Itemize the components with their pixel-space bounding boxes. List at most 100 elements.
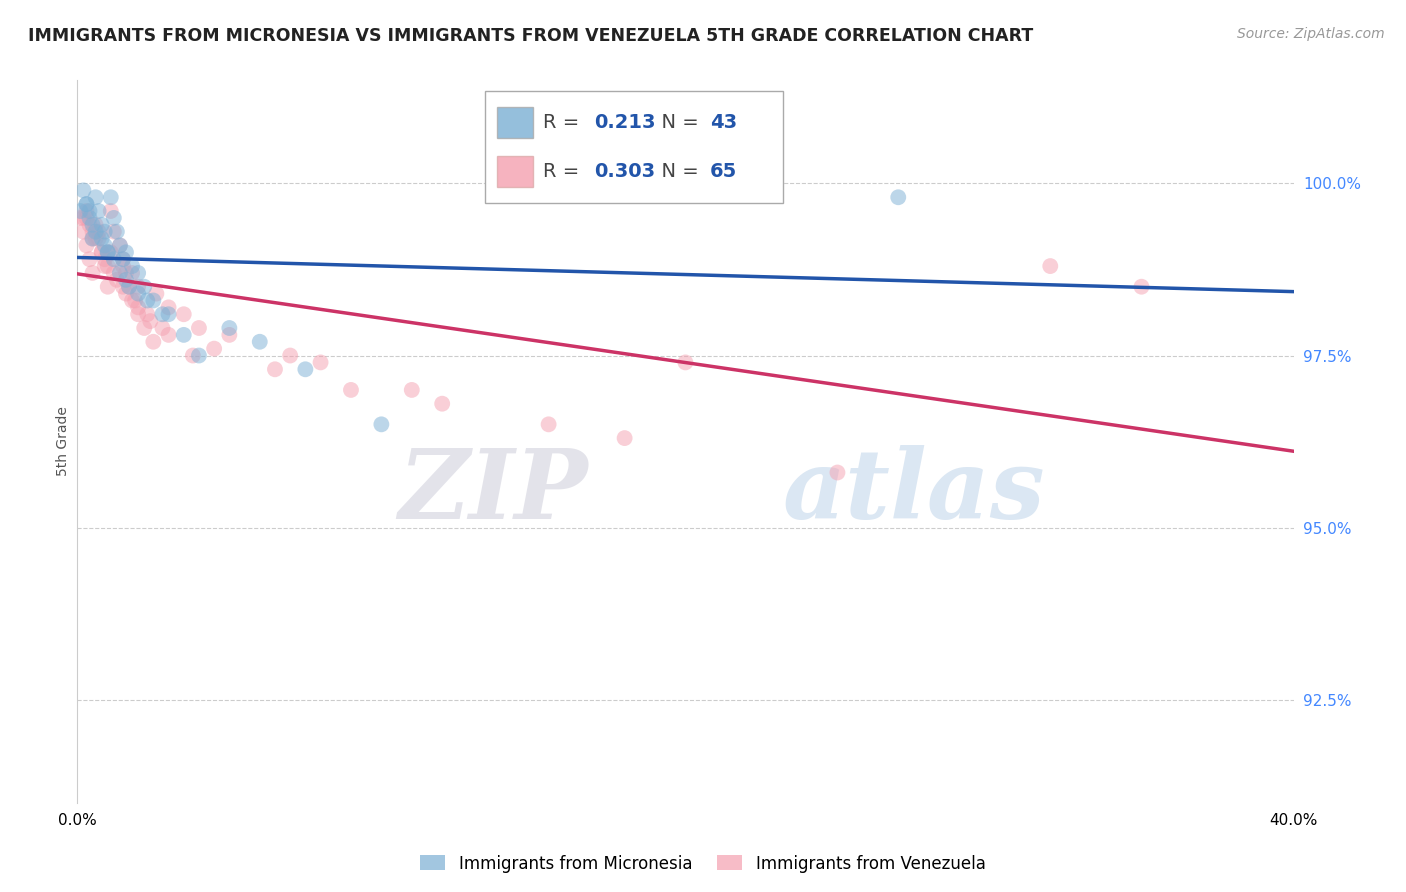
Point — [115, 273, 138, 287]
Point — [613, 431, 636, 445]
Point — [340, 383, 363, 397]
Point — [139, 314, 162, 328]
Point — [75, 211, 97, 225]
Point — [181, 349, 204, 363]
Point — [173, 307, 195, 321]
Point — [115, 286, 138, 301]
Point — [152, 321, 174, 335]
Point — [142, 334, 165, 349]
Point — [87, 225, 110, 239]
Point — [111, 259, 134, 273]
Text: R =: R = — [543, 162, 586, 181]
Point — [97, 245, 120, 260]
Text: 43: 43 — [710, 113, 737, 132]
Point — [103, 266, 125, 280]
Point — [79, 252, 101, 267]
Point — [124, 293, 146, 308]
Point — [75, 197, 97, 211]
Point — [111, 279, 134, 293]
Point — [93, 252, 115, 267]
Point — [87, 204, 110, 219]
Point — [100, 245, 122, 260]
Text: R =: R = — [543, 113, 586, 132]
Point — [69, 211, 91, 225]
Point — [103, 211, 125, 225]
Point — [84, 225, 107, 239]
Point — [75, 197, 97, 211]
Point — [105, 225, 128, 239]
Point — [118, 279, 141, 293]
Point — [90, 231, 112, 245]
Point — [72, 225, 94, 239]
Point — [1039, 259, 1062, 273]
Point — [134, 321, 156, 335]
Point — [264, 362, 287, 376]
Point — [79, 204, 101, 219]
Bar — [496, 107, 533, 138]
Point — [82, 231, 104, 245]
Text: Source: ZipAtlas.com: Source: ZipAtlas.com — [1237, 27, 1385, 41]
Point — [827, 466, 849, 480]
Point — [127, 279, 149, 293]
Point — [82, 218, 104, 232]
Text: N =: N = — [650, 113, 704, 132]
Point — [537, 417, 560, 432]
Point — [79, 211, 101, 225]
Point — [121, 293, 143, 308]
Point — [100, 204, 122, 219]
Bar — [485, 91, 783, 203]
Point — [157, 301, 180, 315]
Text: IMMIGRANTS FROM MICRONESIA VS IMMIGRANTS FROM VENEZUELA 5TH GRADE CORRELATION CH: IMMIGRANTS FROM MICRONESIA VS IMMIGRANTS… — [28, 27, 1033, 45]
Point — [103, 252, 125, 267]
Point — [202, 342, 225, 356]
Point — [111, 252, 134, 267]
Point — [93, 225, 115, 239]
Point — [157, 307, 180, 321]
Point — [115, 245, 138, 260]
Text: 65: 65 — [710, 162, 737, 181]
Point — [108, 238, 131, 252]
Point — [87, 231, 110, 245]
Point — [218, 321, 240, 335]
Point — [75, 204, 97, 219]
Point — [145, 286, 167, 301]
Point — [115, 266, 138, 280]
Point — [127, 301, 149, 315]
Point — [430, 397, 453, 411]
Text: N =: N = — [650, 162, 704, 181]
Y-axis label: 5th Grade: 5th Grade — [56, 407, 70, 476]
Point — [121, 259, 143, 273]
Point — [675, 355, 697, 369]
Point — [97, 245, 120, 260]
Point — [136, 293, 159, 308]
Point — [90, 245, 112, 260]
Point — [188, 321, 211, 335]
Point — [309, 355, 332, 369]
Point — [121, 266, 143, 280]
Point — [370, 417, 392, 432]
Legend: Immigrants from Micronesia, Immigrants from Venezuela: Immigrants from Micronesia, Immigrants f… — [413, 848, 993, 880]
Text: ZIP: ZIP — [398, 445, 588, 539]
Point — [93, 259, 115, 273]
Point — [1130, 279, 1153, 293]
Point — [97, 279, 120, 293]
Point — [134, 279, 156, 293]
Point — [118, 279, 141, 293]
Point — [152, 307, 174, 321]
Point — [97, 245, 120, 260]
Point — [82, 266, 104, 280]
Point — [103, 225, 125, 239]
Point — [127, 286, 149, 301]
Point — [111, 252, 134, 267]
Point — [278, 349, 301, 363]
Point — [72, 211, 94, 225]
Point — [188, 349, 211, 363]
Point — [157, 327, 180, 342]
Point — [108, 266, 131, 280]
Point — [173, 327, 195, 342]
Point — [90, 245, 112, 260]
Text: 0.303: 0.303 — [595, 162, 655, 181]
Point — [69, 204, 91, 219]
Point — [108, 238, 131, 252]
Point — [75, 238, 97, 252]
